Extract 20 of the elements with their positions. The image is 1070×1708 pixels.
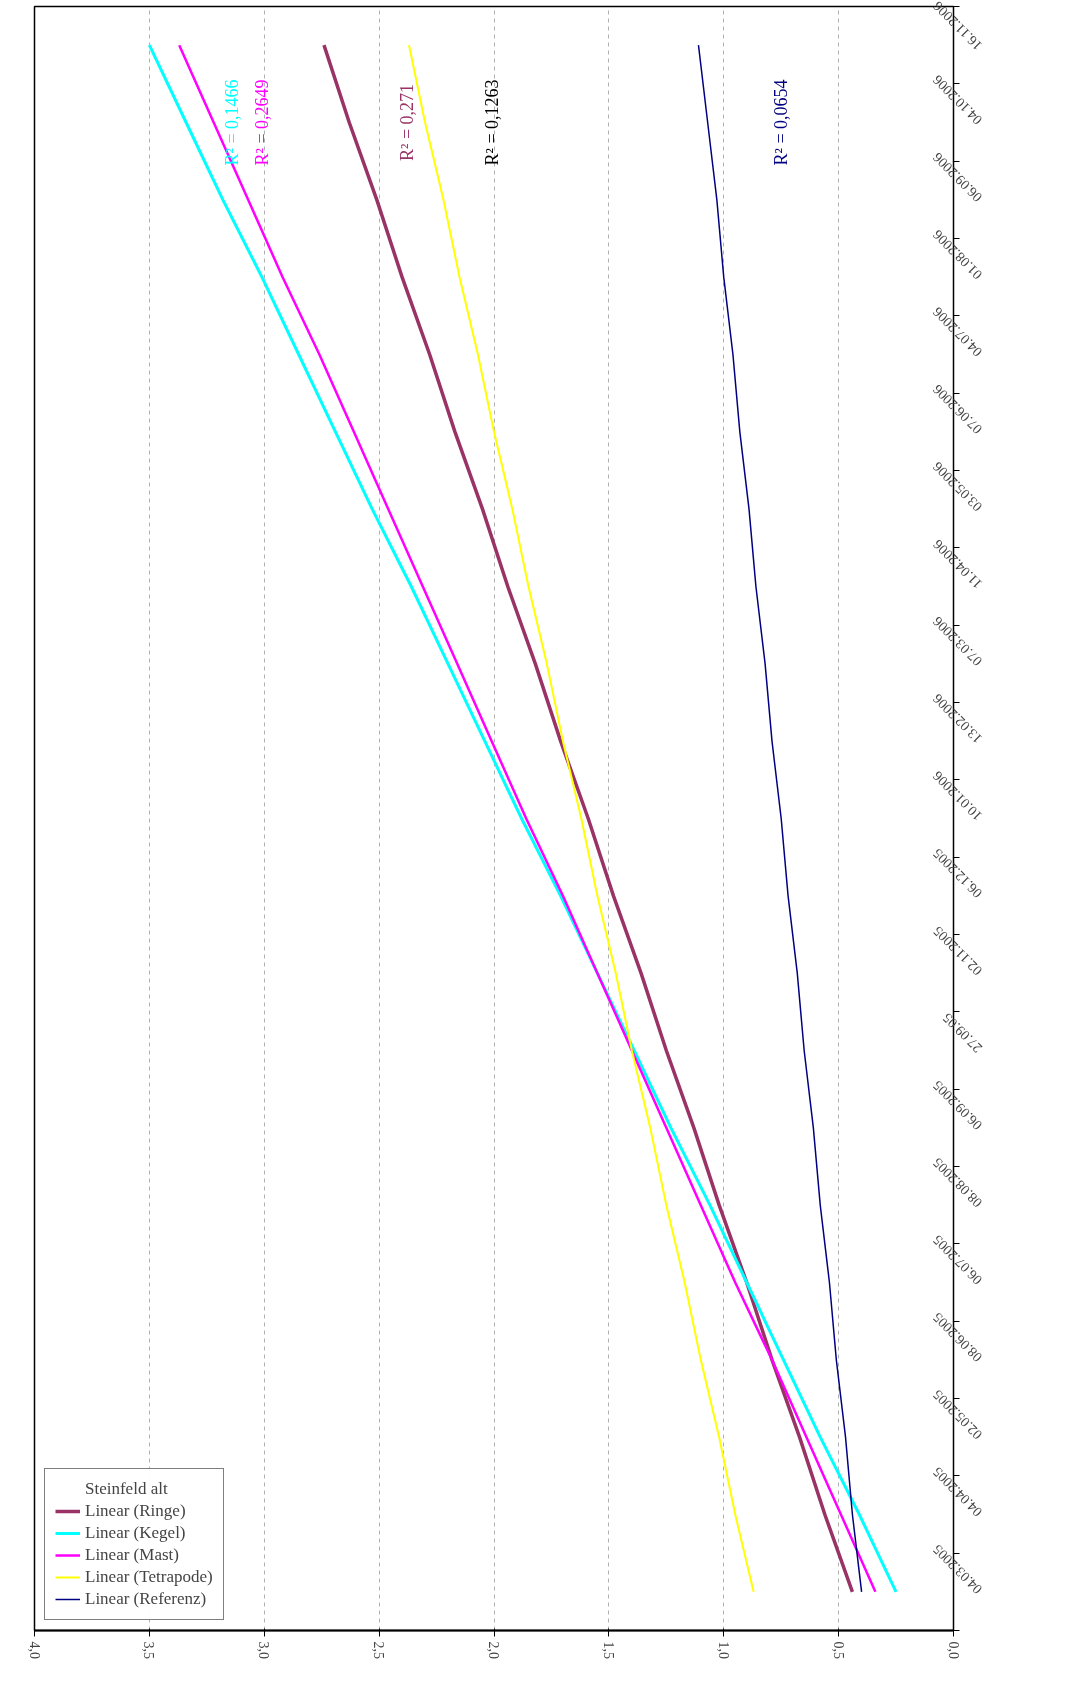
annotation: R² = 0,0654 [771, 79, 792, 166]
annotation: R² = 0,1263 [481, 79, 502, 166]
x-tick-label: 4,0 [26, 1641, 42, 1659]
x-tick-label: 1,0 [715, 1641, 731, 1659]
annotation: R² = 0,1466 [222, 79, 243, 166]
x-tick-label: 1,5 [600, 1641, 616, 1659]
legend-label: Linear (Mast) [85, 1545, 179, 1565]
x-tick-label: 3,0 [256, 1641, 272, 1659]
x-tick-label: 2,5 [371, 1641, 387, 1659]
annotation: R² = 0,271 [396, 83, 417, 162]
x-tick-label: 0,5 [830, 1641, 846, 1659]
x-tick-label: 3,5 [141, 1641, 157, 1659]
annotation: R² = 0,2649 [251, 79, 272, 166]
legend-label: Linear (Kegel) [85, 1523, 186, 1543]
text: Steinfeld alt [85, 1479, 168, 1499]
legend-label: Linear (Ringe) [85, 1501, 186, 1521]
x-tick-label: 0,0 [945, 1641, 961, 1659]
legend-label: Linear (Tetrapode) [85, 1567, 213, 1587]
legend-label: Linear (Referenz) [85, 1589, 207, 1609]
x-tick-label: 2,0 [486, 1641, 501, 1659]
